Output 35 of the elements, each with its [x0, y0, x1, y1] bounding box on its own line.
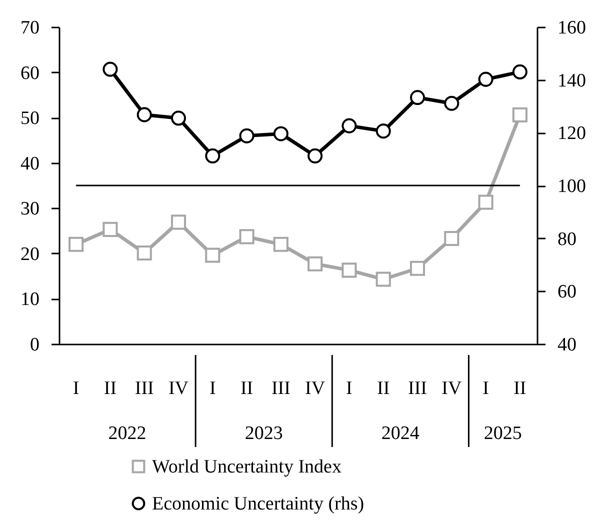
- text: 2022: [108, 423, 146, 444]
- x-tick-label: III: [271, 378, 290, 399]
- x-tick-label: IV: [442, 378, 462, 399]
- x-tick-label: I: [209, 378, 216, 399]
- text: 2024: [381, 423, 420, 444]
- y2-tick-label: 40: [558, 334, 576, 356]
- x-tick-label: I: [72, 378, 80, 399]
- x-tick-label: I: [482, 378, 489, 399]
- text: 2023: [244, 423, 283, 444]
- x-tick-label: II: [514, 378, 526, 399]
- x-tick-label: II: [104, 378, 117, 399]
- y2-tick-label: 160: [558, 18, 586, 38]
- legend-label: World Uncertainty Index: [152, 456, 342, 478]
- y2-tick-label: 100: [558, 176, 586, 197]
- y2-tick-label: 140: [558, 70, 586, 92]
- x-tick-label: IV: [305, 378, 326, 399]
- y-tick-label: 60: [20, 62, 40, 84]
- x-tick-label: III: [134, 378, 154, 399]
- y-tick-label: 50: [20, 108, 40, 130]
- text: 2025: [484, 423, 522, 444]
- y-tick-label: 20: [20, 244, 40, 265]
- y-tick-label: 70: [20, 18, 40, 38]
- y2-tick-label: 120: [558, 123, 586, 144]
- y-tick-label: 10: [20, 289, 40, 310]
- y-tick-label: 0: [30, 334, 40, 356]
- legend-label: Economic Uncertainty (rhs): [152, 494, 364, 514]
- x-tick-label: I: [346, 378, 352, 399]
- x-tick-label: II: [377, 378, 390, 399]
- y2-tick-label: 60: [558, 282, 576, 303]
- x-tick-label: II: [240, 378, 254, 399]
- y-tick-label: 30: [20, 198, 40, 220]
- x-tick-label: IV: [168, 378, 189, 399]
- y-tick-label: 40: [20, 153, 40, 174]
- y2-tick-label: 80: [558, 228, 576, 250]
- x-tick-label: III: [408, 378, 427, 399]
